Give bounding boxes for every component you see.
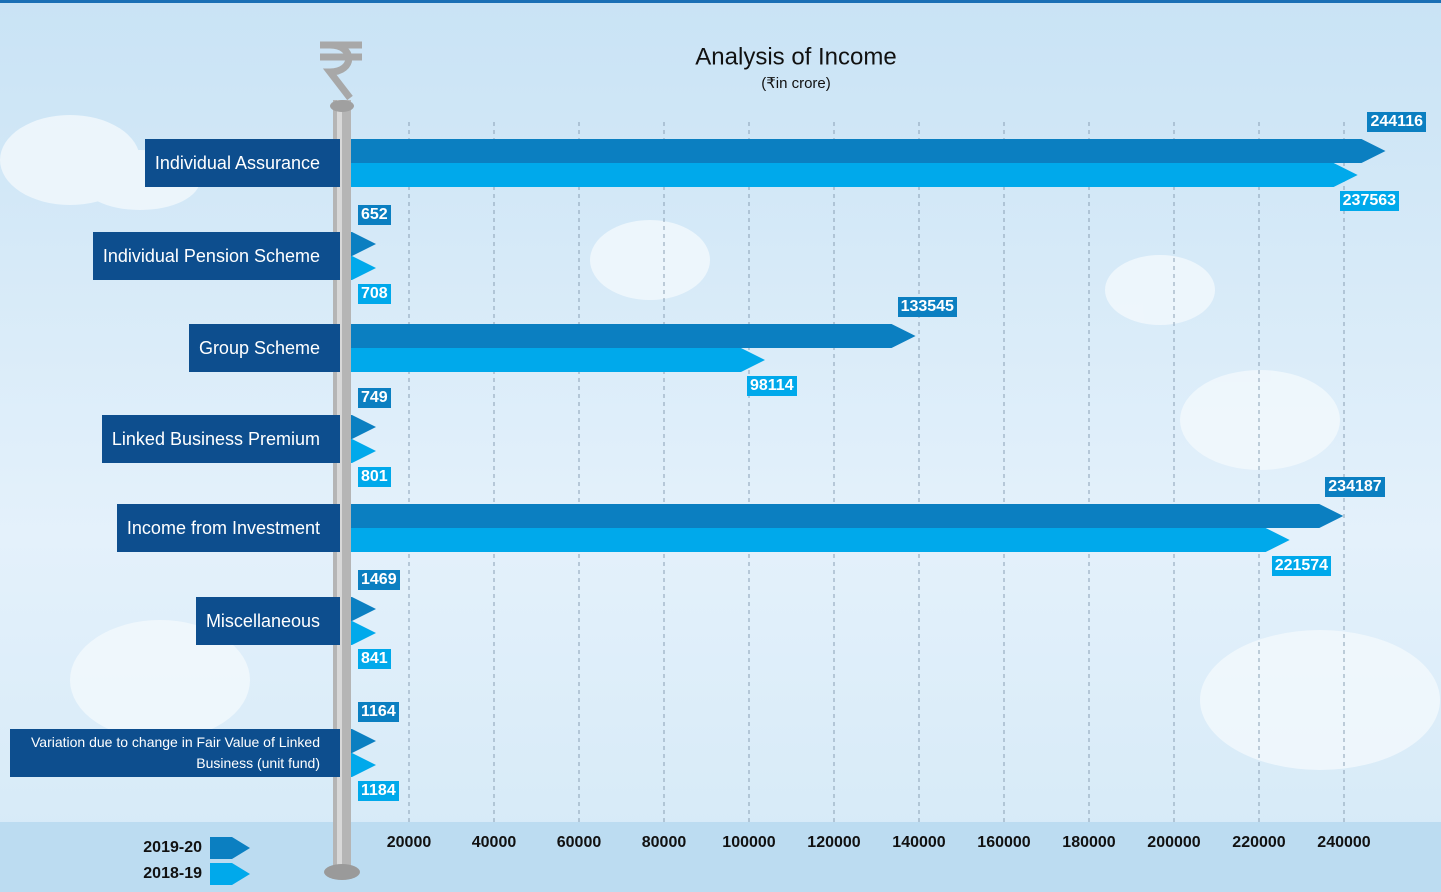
x-tick-label: 60000 [557,834,602,851]
value-label: 221574 [1271,556,1332,576]
bar [324,324,916,348]
value-label: 1164 [358,702,399,722]
legend-label: 2019-20 [143,839,202,856]
legend-swatch [210,863,250,885]
x-tick-label: 220000 [1232,834,1285,851]
pole [320,41,362,880]
value-label: 244116 [1367,112,1426,132]
x-tick-label: 20000 [387,834,432,851]
x-tick-label: 180000 [1062,834,1115,851]
value-label: 1469 [358,570,400,590]
value-label: 652 [358,205,391,225]
category-label: Individual Pension Scheme [92,232,340,280]
bar [324,163,1358,187]
category-label: Individual Assurance [144,139,340,187]
bar [324,348,765,372]
x-tick-label: 200000 [1147,834,1200,851]
x-tick-label: 40000 [472,834,517,851]
category-label: Miscellaneous [195,597,340,645]
value-label: 98114 [746,376,797,396]
value-label: 749 [358,388,391,408]
bar [324,528,1290,552]
axis-band [0,822,1441,892]
value-label: 1184 [358,781,399,801]
value-label: 133545 [897,297,957,317]
value-label: 841 [358,649,391,669]
category-label: Group Scheme [188,324,340,372]
x-tick-label: 140000 [892,834,945,851]
bar [324,139,1386,163]
value-label: 708 [358,284,391,304]
top-border [0,0,1441,3]
clouds [0,115,1440,770]
chart-title: Analysis of Income [695,43,896,70]
chart-subtitle: (₹in crore) [761,75,831,92]
value-label: 801 [358,467,391,487]
value-label: 234187 [1325,477,1385,497]
x-tick-label: 160000 [977,834,1030,851]
category-label: Income from Investment [116,504,340,552]
legend-label: 2018-19 [143,865,202,882]
x-tick-label: 100000 [722,834,775,851]
x-tick-label: 120000 [807,834,860,851]
x-tick-label: 80000 [642,834,687,851]
legend-swatch [210,837,250,859]
value-label: 237563 [1339,191,1400,211]
bar [324,504,1344,528]
category-label: Linked Business Premium [101,415,340,463]
x-tick-label: 240000 [1317,834,1370,851]
category-label: Variation due to change in Fair Value of… [10,729,340,777]
